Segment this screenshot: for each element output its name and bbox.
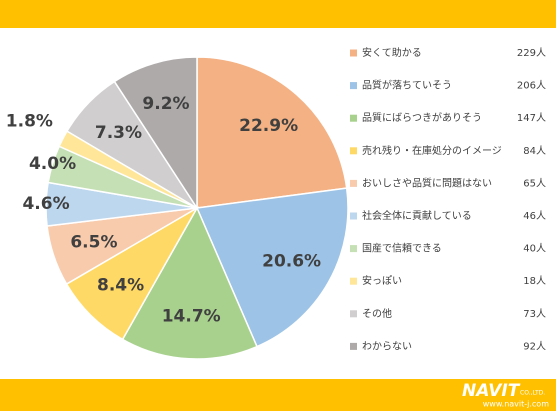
legend-swatch — [350, 277, 357, 285]
slice-label: 4.6% — [22, 194, 69, 214]
legend-swatch — [350, 82, 357, 90]
company: CO.,LTD. — [520, 390, 545, 397]
legend-swatch — [350, 212, 357, 220]
legend-swatch — [350, 342, 357, 350]
legend-label: 安っぽい — [362, 274, 402, 287]
slice-label: 14.7% — [162, 307, 221, 327]
legend-label: 品質にばらつきがありそう — [362, 111, 482, 124]
slice — [196, 56, 348, 209]
legend-label: わからない — [362, 340, 412, 352]
legend-label: 国産で信頼できる — [362, 242, 442, 255]
slice-label: 7.3% — [95, 123, 142, 143]
legend-swatch — [350, 179, 357, 187]
legend-count: 46人 — [523, 210, 546, 222]
legend-swatch — [350, 114, 357, 122]
slice — [113, 56, 198, 211]
legend-label: 品質が落ちていそう — [362, 79, 452, 92]
legend-count: 206人 — [517, 80, 546, 92]
legend-count: 147人 — [517, 112, 546, 124]
bottom-band — [0, 379, 556, 411]
legend-count: 229人 — [517, 47, 546, 59]
legend-count: 92人 — [523, 340, 546, 352]
slice-label: 9.2% — [142, 94, 189, 114]
legend-label: 売れ残り・在庫処分のイメージ — [362, 144, 502, 157]
legend-swatch — [350, 147, 357, 155]
legend-label: その他 — [362, 307, 392, 320]
slice-label: 8.4% — [97, 275, 144, 295]
legend-count: 18人 — [523, 275, 546, 287]
legend-count: 40人 — [523, 243, 546, 255]
slice — [195, 187, 349, 348]
slice-label: 4.0% — [29, 154, 76, 174]
legend-label: おいしさや品質に問題はない — [362, 176, 492, 189]
slice-label: 1.8% — [6, 111, 53, 131]
legend-count: 84人 — [523, 145, 546, 157]
url: www.navit-j.com — [483, 400, 549, 409]
legend-count: 65人 — [523, 177, 546, 189]
legend-label: 社会全体に貢献している — [362, 209, 472, 222]
legend-swatch — [350, 245, 357, 253]
slice — [121, 206, 258, 360]
slice-label: 22.9% — [239, 116, 298, 136]
slice-label: 20.6% — [262, 252, 321, 272]
slice-label: 6.5% — [70, 233, 117, 253]
top-band — [0, 0, 556, 28]
legend-swatch — [350, 49, 357, 57]
legend-count: 73人 — [523, 308, 546, 320]
logo: NAVIT — [462, 381, 521, 401]
legend-label: 安くて助かる — [362, 46, 422, 59]
legend-swatch — [350, 310, 357, 318]
